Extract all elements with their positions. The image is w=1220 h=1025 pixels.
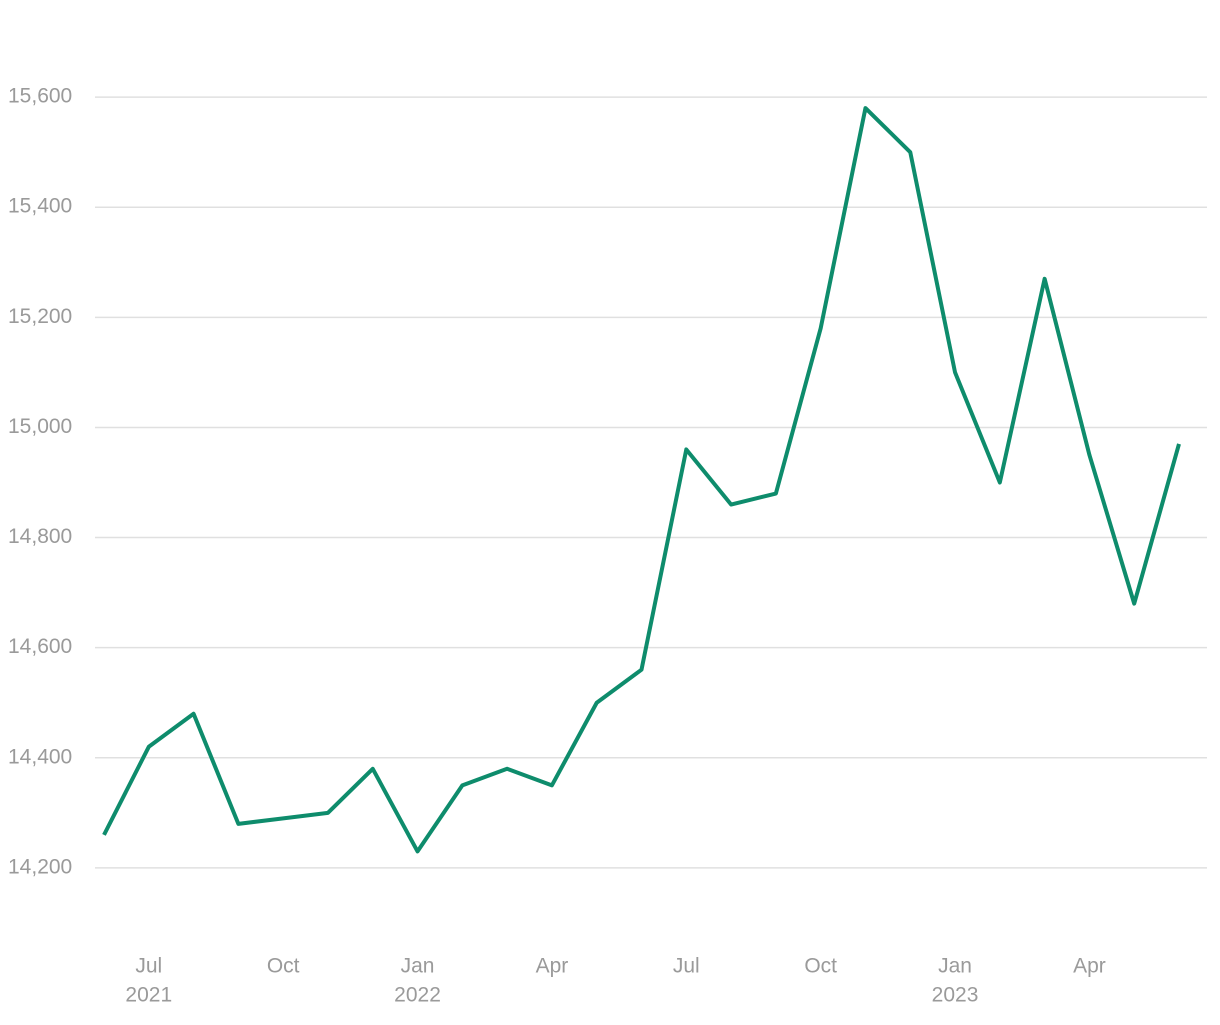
y-tick-label: 15,600 bbox=[8, 85, 72, 108]
x-tick-label: Apr bbox=[536, 955, 569, 978]
y-tick-label: 14,800 bbox=[8, 525, 72, 548]
x-tick-label: Apr bbox=[1073, 955, 1106, 978]
y-tick-label: 15,000 bbox=[8, 415, 72, 438]
x-tick-label: Jan bbox=[938, 955, 972, 978]
x-tick-label: Jul bbox=[135, 955, 162, 978]
x-tick-label: Oct bbox=[804, 955, 837, 978]
x-tick-label: Jan bbox=[401, 955, 435, 978]
y-tick-label: 14,600 bbox=[8, 635, 72, 658]
x-year-label: 2023 bbox=[932, 984, 979, 1007]
x-tick-label: Oct bbox=[267, 955, 300, 978]
x-tick-label: Jul bbox=[673, 955, 700, 978]
y-tick-label: 14,200 bbox=[8, 855, 72, 878]
y-tick-label: 15,200 bbox=[8, 305, 72, 328]
line bbox=[102, 106, 1181, 854]
y-tick-label: 14,400 bbox=[8, 745, 72, 768]
y-tick-label: 15,400 bbox=[8, 195, 72, 218]
x-year-label: 2021 bbox=[125, 984, 172, 1007]
x-year-label: 2022 bbox=[394, 984, 441, 1007]
